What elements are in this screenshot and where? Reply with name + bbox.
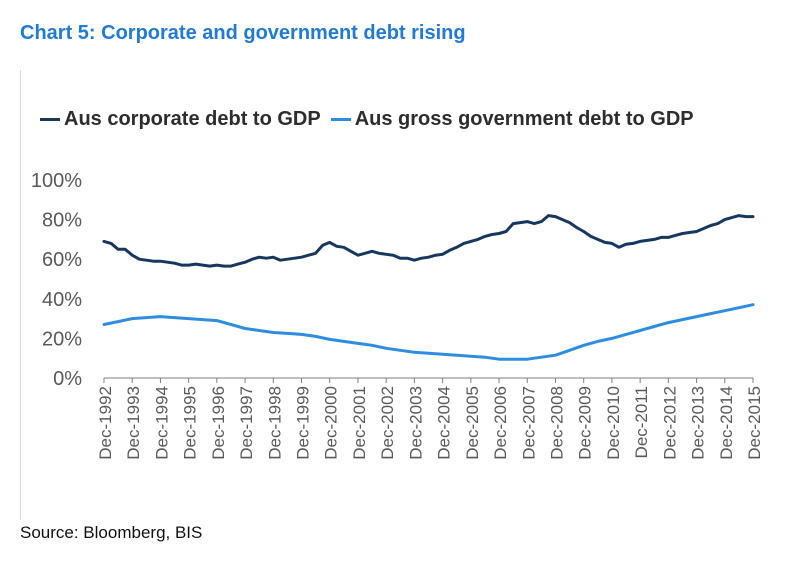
x-tick-label: Dec-2008 — [547, 386, 566, 460]
x-tick-label: Dec-2005 — [463, 386, 482, 460]
legend-item-corporate: Aus corporate debt to GDP — [40, 108, 321, 131]
x-tick-label: Dec-1998 — [265, 386, 284, 460]
y-tick-label: 100% — [31, 170, 82, 192]
source-note: Source: Bloomberg, BIS — [20, 523, 203, 542]
y-tick-label: 40% — [42, 289, 82, 311]
x-tick-label: Dec-1999 — [294, 386, 313, 460]
x-tick-label: Dec-1996 — [209, 386, 228, 460]
series-lines — [102, 214, 755, 361]
x-tick-label: Dec-2012 — [660, 386, 679, 460]
x-tick-label: Dec-2011 — [632, 386, 651, 458]
x-tick-label: Dec-1995 — [181, 386, 200, 460]
x-tick-label: Dec-1994 — [152, 386, 171, 460]
y-tick-label: 60% — [42, 249, 82, 271]
x-tick-label: Dec-2006 — [491, 386, 510, 460]
legend-item-government: Aus gross government debt to GDP — [330, 108, 694, 131]
x-tick-label: Dec-1993 — [124, 386, 143, 460]
y-axis-labels: 0% 20% 40% 60% 80% 100% — [31, 170, 82, 390]
x-tick-label: Dec-1992 — [96, 386, 115, 460]
x-tick-label: Dec-2015 — [745, 386, 764, 460]
legend-label-government: Aus gross government debt to GDP — [354, 108, 694, 130]
x-tick-label: Dec-1997 — [237, 386, 256, 460]
x-tick-label: Dec-2002 — [378, 386, 397, 460]
chart-legend: Aus corporate debt to GDP Aus gross gove… — [40, 108, 704, 131]
x-tick-label: Dec-2007 — [519, 386, 538, 460]
x-tick-label: Dec-2010 — [604, 386, 623, 460]
left-frame-line — [20, 70, 21, 520]
y-tick-label: 20% — [42, 328, 82, 350]
legend-label-corporate: Aus corporate debt to GDP — [64, 108, 321, 130]
x-axis: Dec-1992 Dec-1993 Dec-1994 Dec-1995 Dec-1996… — [96, 377, 764, 460]
x-tick-label: Dec-2000 — [322, 386, 341, 460]
series-line-government — [102, 303, 755, 361]
y-tick-label: 80% — [42, 210, 82, 232]
legend-swatch-government — [330, 118, 351, 121]
x-tick-label: Dec-2013 — [689, 386, 708, 460]
y-tick-label: 0% — [53, 368, 82, 390]
x-tick-label: Dec-2009 — [576, 386, 595, 460]
legend-swatch-corporate — [40, 118, 60, 121]
x-tick-label: Dec-2014 — [717, 386, 736, 460]
series-line-corporate — [102, 214, 755, 268]
chart-title: Chart 5: Corporate and government debt r… — [20, 22, 466, 44]
x-tick-label: Dec-2003 — [406, 386, 425, 460]
x-tick-label: Dec-2004 — [435, 386, 454, 460]
x-tick-label: Dec-2001 — [350, 386, 369, 460]
